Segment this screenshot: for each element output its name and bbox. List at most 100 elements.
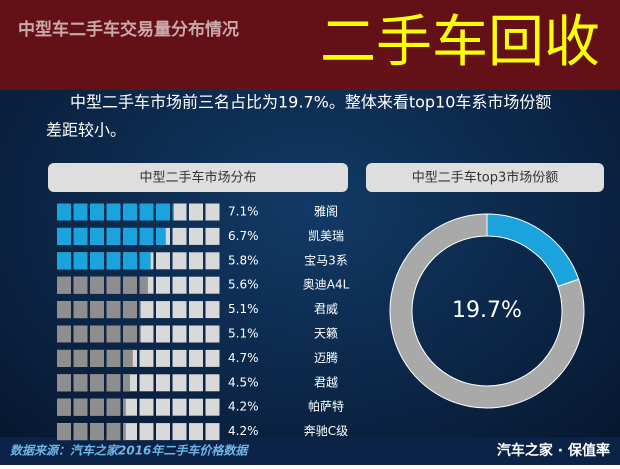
waffle-fill — [90, 398, 104, 416]
waffle-fill — [57, 423, 71, 441]
waffle-cell — [139, 325, 154, 343]
overlay-title: 二手车回收 — [320, 10, 600, 75]
waffle-cell — [205, 276, 220, 294]
waffle-fill — [73, 252, 88, 270]
waffle-fill — [106, 227, 121, 245]
header-title: 中型车二手车交易量分布情况 — [18, 19, 239, 40]
waffle-cell — [189, 374, 203, 392]
waffle-fill — [57, 325, 71, 343]
waffle-cell — [172, 276, 187, 294]
value-label: 4.2% — [228, 424, 259, 438]
waffle-fill — [123, 398, 126, 416]
panel-title-bg — [366, 163, 604, 192]
waffle-fill — [90, 301, 104, 319]
footer-source: 数据来源：汽车之家2016年二手车价格数据 — [10, 444, 249, 458]
category-label: 凯美瑞 — [308, 229, 344, 243]
waffle-fill — [123, 276, 137, 294]
waffle-fill — [139, 227, 154, 245]
waffle-cell — [189, 349, 203, 367]
waffle-cell — [189, 227, 203, 245]
waffle-fill — [73, 398, 88, 416]
waffle-cell — [139, 398, 154, 416]
waffle-fill — [106, 203, 121, 221]
waffle-cell — [205, 325, 220, 343]
waffle-cell — [172, 252, 187, 270]
waffle-fill — [106, 301, 121, 319]
waffle-fill — [57, 374, 71, 392]
waffle-fill — [73, 423, 88, 441]
panel-title: 中型二手车top3市场份额 — [412, 170, 559, 186]
waffle-fill — [57, 349, 71, 367]
waffle-fill — [73, 325, 88, 343]
waffle-fill — [57, 398, 71, 416]
waffle-cell — [172, 301, 187, 319]
waffle-fill — [90, 203, 104, 221]
category-label: 天籁 — [314, 326, 338, 341]
waffle-fill — [73, 349, 88, 367]
waffle-cell — [205, 252, 220, 270]
waffle-fill — [106, 252, 121, 270]
category-label: 帕萨特 — [308, 399, 344, 414]
donut-center-label: 19.7% — [452, 298, 522, 323]
waffle-fill — [90, 276, 104, 294]
waffle-cell — [156, 301, 170, 319]
waffle-fill — [123, 301, 137, 319]
waffle-fill — [139, 252, 151, 270]
value-label: 4.5% — [228, 375, 259, 389]
waffle-fill — [123, 227, 137, 245]
waffle-fill — [57, 227, 71, 245]
waffle-fill — [90, 423, 104, 441]
waffle-cell — [189, 423, 203, 441]
value-label: 5.6% — [228, 278, 259, 292]
waffle-cell — [172, 374, 187, 392]
waffle-cell — [189, 203, 203, 221]
waffle-fill — [123, 374, 130, 392]
waffle-fill — [139, 276, 148, 294]
waffle-cell — [139, 423, 154, 441]
waffle-fill — [123, 349, 133, 367]
waffle-cell — [172, 325, 187, 343]
waffle-fill — [73, 203, 88, 221]
waffle-cell — [189, 252, 203, 270]
waffle-cell — [156, 325, 170, 343]
waffle-cell — [156, 398, 170, 416]
category-label: 宝马3系 — [304, 253, 348, 267]
waffle-fill — [123, 203, 137, 221]
waffle-fill — [73, 374, 88, 392]
waffle-cell — [156, 276, 170, 294]
value-label: 7.1% — [228, 205, 259, 219]
waffle-cell — [205, 374, 220, 392]
waffle-cell — [172, 203, 187, 221]
waffle-fill — [106, 325, 121, 343]
waffle-cell — [189, 325, 203, 343]
waffle-cell — [172, 349, 187, 367]
waffle-cell — [189, 301, 203, 319]
waffle-fill — [123, 325, 137, 343]
value-label: 5.1% — [228, 327, 259, 341]
value-label: 4.7% — [228, 351, 259, 365]
value-label: 5.8% — [228, 253, 259, 267]
waffle-fill — [123, 252, 137, 270]
waffle-fill — [106, 349, 121, 367]
waffle-fill — [156, 227, 166, 245]
subtitle-line: 差距较小。 — [46, 121, 126, 140]
waffle-fill — [139, 301, 141, 319]
waffle-cell — [205, 423, 220, 441]
waffle-fill — [106, 374, 121, 392]
category-label: 雅阁 — [314, 204, 338, 219]
waffle-fill — [57, 301, 71, 319]
waffle-fill — [57, 252, 71, 270]
category-label: 奥迪A4L — [303, 278, 350, 292]
waffle-cell — [139, 349, 154, 367]
waffle-fill — [123, 423, 126, 441]
waffle-fill — [172, 203, 174, 221]
waffle-cell — [156, 252, 170, 270]
header-band — [0, 0, 620, 90]
waffle-fill — [57, 276, 71, 294]
waffle-fill — [57, 203, 71, 221]
subtitle-line: 中型二手车市场前三名占比为19.7%。整体来看top10车系市场份额 — [70, 93, 551, 112]
footer-brand: 汽车之家 · 保值率 — [497, 442, 610, 459]
waffle-fill — [73, 227, 88, 245]
category-label: 君越 — [314, 375, 338, 389]
